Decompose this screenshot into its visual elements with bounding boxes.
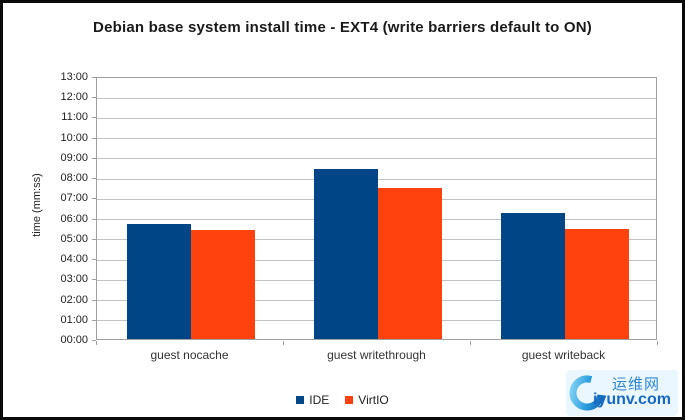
y-tick-mark (92, 238, 96, 240)
y-tick-mark (92, 117, 96, 119)
y-tick-mark (92, 319, 96, 321)
x-tick-mark (657, 341, 658, 345)
watermark-site-url: iyunv.com (593, 391, 671, 408)
category-label: guest writethrough (327, 348, 426, 362)
gridline (97, 158, 656, 160)
y-tick-label: 00:00 (60, 334, 88, 346)
legend: IDE VirtIO (3, 393, 682, 407)
watermark: 运维网 iyunv.com (566, 370, 678, 416)
legend-label: VirtIO (358, 393, 389, 407)
bar-virtio (377, 187, 442, 339)
bar-virtio (564, 229, 629, 339)
legend-label: IDE (309, 393, 330, 407)
y-tick-mark (92, 178, 96, 180)
iyunv-logo-icon (569, 375, 605, 411)
gridline (97, 97, 656, 99)
y-tick-mark (92, 198, 96, 200)
y-axis-title: time (mm:ss) (31, 173, 43, 237)
y-tick-mark (92, 137, 96, 139)
y-tick-mark (92, 157, 96, 159)
bar-ide (126, 223, 191, 339)
y-tick-label: 06:00 (60, 212, 88, 225)
bar-ide (313, 168, 378, 339)
y-tick-label: 12:00 (60, 91, 88, 104)
y-tick-label: 01:00 (60, 313, 88, 326)
y-tick-label: 09:00 (60, 151, 88, 164)
x-tick-mark (96, 341, 97, 345)
x-tick-mark (283, 341, 284, 345)
bar-virtio (190, 230, 255, 339)
y-tick-label: 10:00 (60, 131, 88, 144)
y-tick-label: 04:00 (60, 253, 88, 266)
y-tick-mark (92, 259, 96, 261)
y-tick-mark (92, 299, 96, 301)
y-tick-label: 05:00 (60, 232, 88, 245)
gridline (97, 117, 656, 119)
y-tick-label: 13:00 (60, 71, 88, 83)
gridline (97, 138, 656, 140)
y-tick-mark (92, 97, 96, 99)
y-tick-mark (92, 340, 96, 341)
bar-ide (500, 213, 565, 339)
watermark-site-name: 运维网 (612, 376, 661, 393)
y-tick-mark (92, 218, 96, 220)
category-label: guest nocache (150, 348, 229, 362)
legend-swatch (345, 396, 354, 404)
chart-title: Debian base system install time - EXT4 (… (93, 19, 592, 36)
legend-swatch (296, 396, 305, 404)
y-tick-label: 03:00 (60, 273, 88, 286)
category-label: guest writeback (521, 348, 606, 362)
legend-item: IDE (296, 393, 329, 407)
legend-item: VirtIO (345, 393, 389, 407)
y-tick-label: 07:00 (60, 192, 88, 205)
y-tick-mark (92, 279, 96, 281)
x-tick-mark (470, 341, 471, 345)
y-tick-label: 11:00 (61, 111, 88, 124)
y-tick-label: 08:00 (60, 172, 88, 185)
y-tick-label: 02:00 (60, 293, 88, 306)
y-tick-mark (92, 77, 96, 78)
plot-area (96, 77, 657, 340)
